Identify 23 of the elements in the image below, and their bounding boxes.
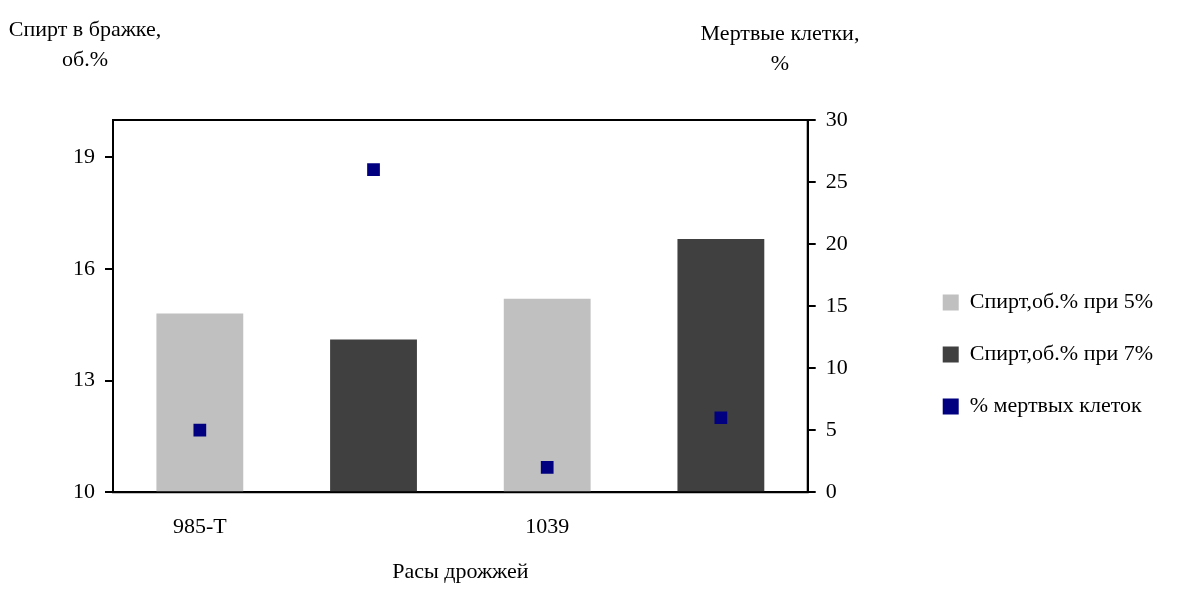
point — [367, 163, 380, 176]
y2-tick-label: 5 — [825, 415, 837, 441]
y-tick-label: 19 — [73, 143, 95, 168]
y2-tick-label: 15 — [825, 291, 848, 317]
legend-label: Спирт,об.% при 7% — [969, 340, 1154, 366]
point — [540, 461, 554, 474]
y2-tick-label: 0 — [825, 477, 837, 503]
y-tick-label: 10 — [73, 477, 95, 503]
legend-label: % мертвых клеток — [969, 392, 1142, 418]
point — [714, 411, 728, 425]
x-axis-title: Расы дрожжей — [392, 557, 529, 583]
y-axis-title: Спирт в бражке, об.% — [7, 15, 163, 73]
y2-tick-label: 10 — [825, 353, 848, 379]
y2-axis-title: Мертвые клетки, % — [700, 19, 860, 77]
x-tick-label: 1039 — [525, 513, 570, 539]
y-tick-label: 16 — [73, 254, 95, 280]
legend-label: Спирт,об.% при 5% — [969, 288, 1154, 314]
y-tick-label: 13 — [73, 366, 95, 392]
point — [193, 423, 207, 437]
y2-tick-label: 25 — [825, 167, 848, 193]
x-tick-label: 985-T — [172, 513, 228, 539]
y2-tick-label: 30 — [825, 105, 848, 131]
y2-tick-label: 20 — [825, 229, 848, 255]
